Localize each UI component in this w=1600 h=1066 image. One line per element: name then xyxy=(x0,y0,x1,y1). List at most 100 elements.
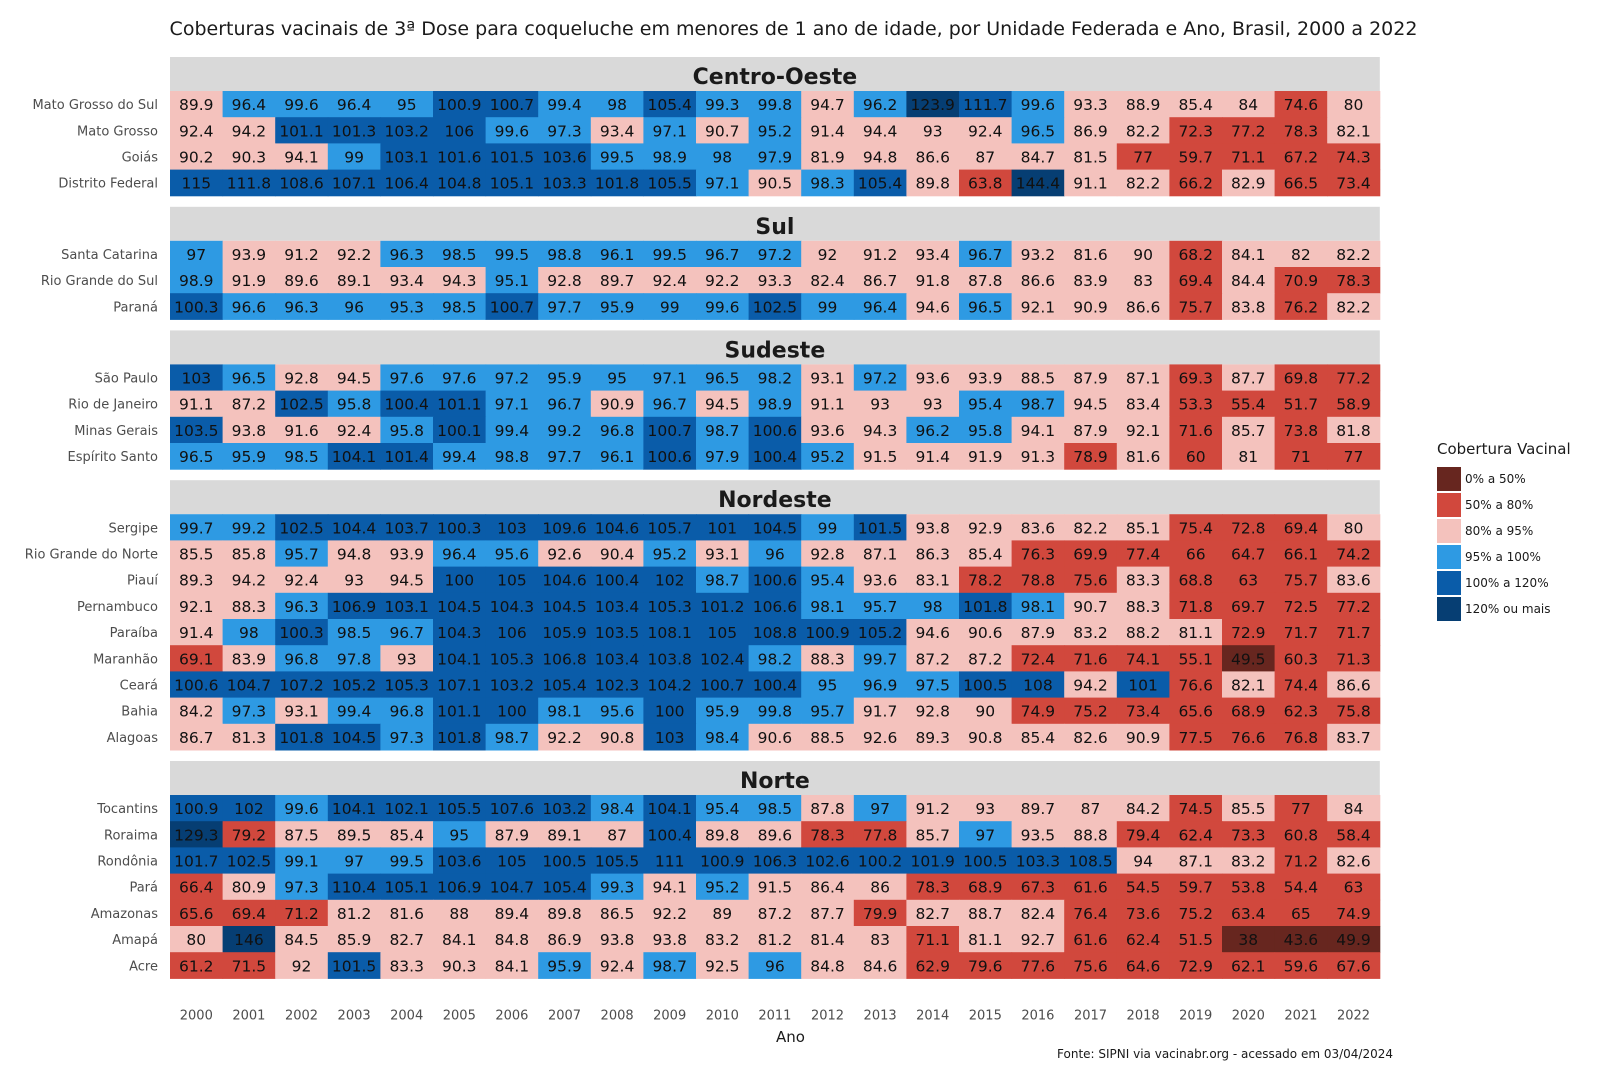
cell-value-label: 89.8 xyxy=(547,905,582,923)
cell-value-label: 78.2 xyxy=(968,572,1003,590)
cell-value-label: 98.8 xyxy=(495,448,530,466)
cell-value-label: 71.8 xyxy=(1178,598,1213,616)
cell-value-label: 77.2 xyxy=(1231,122,1266,140)
cell-value-label: 51.7 xyxy=(1284,396,1319,414)
cell-value-label: 96.5 xyxy=(705,370,740,388)
cell-value-label: 97.1 xyxy=(652,122,687,140)
heatmap-cell xyxy=(433,267,487,294)
y-tick-label: Distrito Federal xyxy=(58,177,158,192)
cell-value-label: 59.7 xyxy=(1178,879,1213,897)
cell-value-label: 94.5 xyxy=(337,370,372,388)
cell-value-label: 75.6 xyxy=(1073,572,1108,590)
cell-value-label: 95.7 xyxy=(863,598,898,616)
cell-value-label: 81.1 xyxy=(968,931,1003,949)
heatmap-cell xyxy=(222,540,276,568)
heatmap-cell xyxy=(485,293,539,320)
legend-label: 120% ou mais xyxy=(1465,602,1551,616)
cell-value-label: 95.8 xyxy=(337,396,372,414)
y-tick-label: Roraima xyxy=(104,828,158,843)
heatmap-cell xyxy=(696,847,750,875)
heatmap-cell xyxy=(380,540,434,568)
cell-value-label: 105.5 xyxy=(437,800,481,818)
y-tick-label: Amazonas xyxy=(91,907,159,922)
heatmap-cell xyxy=(538,847,592,875)
heatmap-cell xyxy=(590,364,644,392)
heatmap-cell xyxy=(380,671,434,699)
heatmap-cell xyxy=(1327,443,1381,470)
cell-value-label: 62.9 xyxy=(915,957,950,975)
heatmap-cell xyxy=(1274,117,1328,144)
cell-value-label: 101.1 xyxy=(437,396,481,414)
heatmap-cell xyxy=(380,795,434,822)
cell-value-label: 106.3 xyxy=(753,853,797,871)
cell-value-label: 105 xyxy=(708,624,738,642)
cell-value-label: 90.2 xyxy=(179,149,214,167)
heatmap-cell xyxy=(380,293,434,320)
heatmap-cell xyxy=(1169,723,1223,751)
cell-value-label: 82.1 xyxy=(1231,677,1266,695)
heatmap-cell xyxy=(1116,952,1170,979)
heatmap-cell xyxy=(696,697,750,725)
cell-value-label: 94.5 xyxy=(705,396,740,414)
heatmap-cell xyxy=(485,540,539,568)
cell-value-label: 97.6 xyxy=(442,370,477,388)
cell-value-label: 100.6 xyxy=(753,422,797,440)
heatmap-cell xyxy=(696,293,750,320)
heatmap-cell xyxy=(485,443,539,470)
heatmap-cell xyxy=(590,671,644,699)
cell-value-label: 100.4 xyxy=(595,572,639,590)
cell-value-label: 92.9 xyxy=(968,519,1003,537)
heatmap-cell xyxy=(1169,795,1223,822)
cell-value-label: 107.1 xyxy=(332,175,376,193)
heatmap-cell xyxy=(1327,416,1381,444)
heatmap-cell xyxy=(1327,364,1381,392)
cell-value-label: 105.3 xyxy=(648,598,692,616)
cell-value-label: 76.6 xyxy=(1231,729,1266,747)
cell-value-label: 84.4 xyxy=(1231,272,1266,290)
cell-value-label: 89.6 xyxy=(284,272,319,290)
heatmap-cell xyxy=(1327,697,1381,725)
heatmap-cell xyxy=(1327,723,1381,751)
heatmap-cell xyxy=(170,592,224,620)
cell-value-label: 92.1 xyxy=(179,598,214,616)
heatmap-cell xyxy=(696,169,750,197)
cell-value-label: 106 xyxy=(497,624,527,642)
cell-value-label: 71.2 xyxy=(284,905,319,923)
heatmap-cell xyxy=(327,592,381,620)
heatmap-cell xyxy=(433,899,487,927)
cell-value-label: 94.2 xyxy=(1073,677,1108,695)
heatmap-cell xyxy=(1274,671,1328,699)
cell-value-label: 83.7 xyxy=(1336,729,1371,747)
heatmap-cell xyxy=(590,847,644,875)
heatmap-cell xyxy=(801,117,855,144)
cell-value-label: 87.1 xyxy=(863,546,898,564)
heatmap-cell xyxy=(643,416,697,444)
y-tick-label: Rio Grande do Sul xyxy=(41,274,158,289)
heatmap-cell xyxy=(590,723,644,751)
heatmap-cell xyxy=(643,364,697,392)
legend-item: 80% a 95% xyxy=(1437,518,1597,544)
heatmap-cell xyxy=(1327,619,1381,646)
heatmap-cell xyxy=(380,143,434,171)
cell-value-label: 97 xyxy=(870,800,890,818)
cell-value-label: 71.6 xyxy=(1178,422,1213,440)
heatmap-cell xyxy=(1064,645,1118,672)
heatmap-cell xyxy=(643,847,697,875)
heatmap-cell xyxy=(801,645,855,672)
heatmap-cell xyxy=(275,267,329,294)
heatmap-cell xyxy=(275,364,329,392)
x-tick-label: 2013 xyxy=(864,1008,897,1020)
y-tick-label: Rondônia xyxy=(97,855,158,870)
heatmap-cell xyxy=(801,143,855,171)
heatmap-cell xyxy=(1274,795,1328,822)
heatmap-cell xyxy=(959,671,1013,699)
heatmap-cell xyxy=(1064,293,1118,320)
heatmap-cell xyxy=(222,645,276,672)
y-tick-label: Alagoas xyxy=(107,731,159,746)
heatmap-cell xyxy=(853,592,907,620)
cell-value-label: 89.3 xyxy=(915,729,950,747)
heatmap-cell xyxy=(1116,873,1170,901)
cell-value-label: 71.5 xyxy=(232,957,267,975)
heatmap-cell xyxy=(748,267,802,294)
cell-value-label: 74.2 xyxy=(1336,546,1371,564)
